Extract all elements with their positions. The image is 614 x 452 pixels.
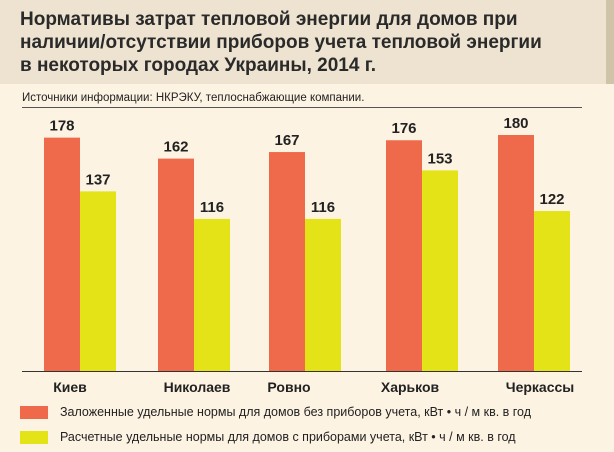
bar-without-meters-0 (44, 137, 80, 371)
bar-with-meters-0 (80, 191, 116, 371)
bar-without-meters-3 (386, 140, 422, 371)
title-line-1: Нормативы затрат тепловой энергии для до… (20, 9, 518, 30)
bar-with-meters-3 (422, 170, 458, 371)
data-label-with-meters-2: 116 (311, 199, 335, 216)
bar-with-meters-4 (534, 211, 570, 371)
bar-with-meters-1 (194, 218, 230, 371)
source-note: Источники информации: НКРЭКУ, теплоснабж… (22, 92, 365, 104)
data-label-without-meters-0: 178 (49, 118, 74, 135)
data-label-with-meters-0: 137 (85, 171, 110, 188)
source-divider (22, 107, 582, 108)
legend-swatch-yellow (20, 430, 48, 444)
data-label-with-meters-3: 153 (427, 150, 452, 167)
data-label-without-meters-1: 162 (163, 139, 188, 156)
data-label-without-meters-3: 176 (391, 120, 416, 137)
category-label-1: Николаев (164, 379, 231, 395)
bar-without-meters-2 (269, 152, 305, 371)
category-label-3: Харьков (381, 379, 440, 395)
legend-item-without-meters: Заложенные удельные нормы для домов без … (20, 405, 531, 419)
title-line-2: наличии/отсутствии приборов учета теплов… (20, 32, 542, 53)
header-accent (606, 0, 614, 84)
legend-item-with-meters: Расчетные удельные нормы для домов с при… (20, 430, 516, 444)
category-label-2: Ровно (267, 379, 310, 395)
bar-without-meters-1 (158, 158, 194, 371)
chart-title: Нормативы затрат тепловой энергии для до… (20, 8, 580, 77)
category-label-0: Киев (53, 379, 87, 395)
category-label-4: Черкассы (506, 379, 575, 395)
bar-with-meters-2 (305, 218, 341, 371)
data-label-without-meters-2: 167 (274, 132, 299, 149)
data-label-with-meters-4: 122 (539, 191, 564, 208)
header-band: Нормативы затрат тепловой энергии для до… (0, 0, 614, 84)
legend-swatch-red (20, 405, 48, 419)
title-line-3: в некоторых городах Украины, 2014 г. (20, 55, 376, 76)
chart-baseline (22, 371, 582, 372)
bar-without-meters-4 (498, 135, 534, 371)
legend-label-without-meters: Заложенные удельные нормы для домов без … (60, 405, 532, 419)
legend-label-with-meters: Расчетные удельные нормы для домов с при… (60, 430, 516, 444)
data-label-without-meters-4: 180 (503, 115, 528, 132)
data-label-with-meters-1: 116 (200, 199, 224, 216)
